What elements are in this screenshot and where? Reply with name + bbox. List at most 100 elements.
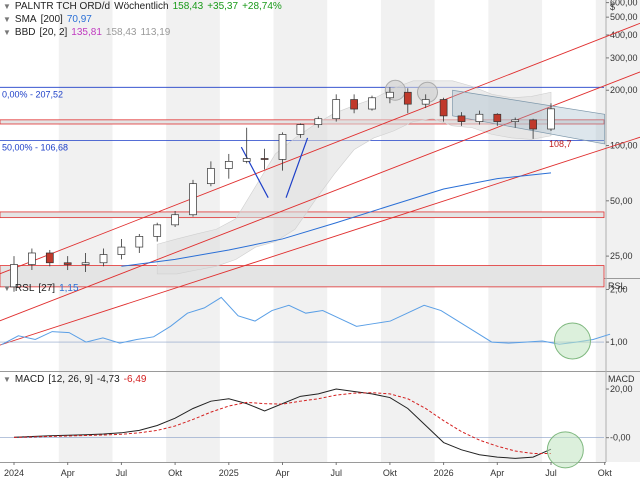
collapse-triangle-icon[interactable]: ▼	[3, 375, 11, 384]
bbd-header: ▼ BBD [20, 2] 135,81 158,43 113,19	[3, 27, 174, 39]
bollinger-band	[156, 80, 552, 275]
candle-body	[296, 124, 305, 135]
time-tick-label: Jul	[116, 468, 128, 478]
price-tick-label: 300,00	[610, 53, 638, 63]
support-label: 108,7	[549, 139, 572, 149]
collapse-triangle-icon[interactable]: ▼	[3, 15, 11, 24]
bbd-param: [20, 2]	[39, 27, 68, 38]
macd-line	[13, 388, 552, 459]
time-tick-label: Jul	[545, 468, 557, 478]
price-tick-label: 200,00	[610, 85, 638, 95]
time-tick-label: Okt	[598, 468, 613, 478]
trend-channel-line	[0, 71, 640, 322]
candle-body	[386, 91, 394, 99]
candle-body	[260, 158, 269, 160]
price-tick-label: 400,00	[610, 30, 638, 40]
candle-body	[81, 262, 90, 265]
rsl-highlight	[553, 322, 591, 360]
time-tick-label: Apr	[275, 468, 289, 478]
candle-body	[511, 119, 520, 122]
candle-body	[314, 118, 323, 125]
candle-body	[28, 252, 36, 265]
candle-body	[189, 183, 197, 216]
bbd-value-2: 158,43	[105, 27, 137, 38]
price-tick-label: 100,00	[610, 141, 638, 151]
rsl-tick-label: 2,00	[610, 285, 628, 295]
horizontal-zone	[0, 265, 605, 288]
instrument-name: PALNTR TCH ORD/d	[14, 1, 111, 12]
collapse-triangle-icon[interactable]: ▼	[3, 284, 11, 293]
trend-channel-line	[0, 22, 640, 275]
price-change-pct: +28,74%	[242, 1, 282, 12]
candle-body	[63, 262, 72, 265]
price-header: ▼ PALNTR TCH ORD/d Wöchentlich 158,43 +35,37…	[3, 1, 286, 13]
candle-body	[117, 246, 126, 255]
collapse-triangle-icon[interactable]: ▼	[3, 2, 11, 11]
rsl-label: RSL	[14, 283, 35, 294]
quarter-band	[58, 0, 113, 462]
candle-body	[207, 168, 215, 185]
quarter-band	[380, 0, 435, 462]
rsl-param: [27]	[38, 283, 56, 294]
price-tick-label: 600,00	[610, 0, 638, 8]
trend-channel-line	[0, 136, 640, 346]
time-tick-label: 2026	[434, 468, 454, 478]
quarter-band	[488, 0, 543, 462]
time-tick-label: Apr	[61, 468, 75, 478]
time-tick-label: Jul	[330, 468, 342, 478]
candle-body	[332, 99, 341, 120]
macd-highlight	[546, 431, 584, 469]
sma-label: SMA	[14, 14, 37, 25]
macd-label: MACD	[14, 374, 45, 385]
rsl-header: ▼ RSL [27] 1,15	[3, 283, 83, 295]
candle-body	[135, 236, 144, 248]
fib-top-label: 0,00% - 207,52	[2, 89, 63, 99]
collapse-triangle-icon[interactable]: ▼	[3, 28, 11, 37]
macd-value: -4,73	[96, 374, 120, 385]
price-tick-label: 50,00	[610, 196, 633, 206]
price-change: +35,37	[207, 1, 239, 12]
fib-mid-label: 50,00% - 106,68	[2, 142, 68, 152]
rsl-axis-title: RSL	[608, 281, 626, 291]
rsl-tick-label: 1,00	[610, 337, 628, 347]
candle-body	[242, 158, 251, 162]
time-tick-label: 2025	[219, 468, 239, 478]
candle-body	[99, 254, 108, 264]
pattern-line	[240, 146, 269, 198]
bbd-value-1: 135,81	[71, 27, 102, 38]
time-tick-label: 2024	[4, 468, 24, 478]
bbd-label: BBD	[14, 27, 36, 38]
time-tick-label: Okt	[383, 468, 398, 478]
candle-body	[368, 97, 376, 110]
price-tick-label: 25,00	[610, 251, 633, 261]
candle-body	[171, 214, 179, 226]
candle-body	[421, 99, 430, 105]
signal-value: -6,49	[123, 374, 147, 385]
rsl-line	[1, 296, 611, 346]
sma-value: 70,97	[66, 14, 92, 25]
candle-body	[475, 113, 484, 122]
quarter-band	[595, 0, 640, 462]
candle-body	[45, 252, 54, 264]
candle-body	[403, 91, 412, 105]
pattern-line	[285, 137, 309, 198]
candle-body	[278, 134, 287, 160]
candle-body	[439, 99, 448, 117]
horizontal-zone	[0, 119, 605, 125]
sma-param: [200]	[40, 14, 63, 25]
macd-axis-title: MACD	[608, 374, 635, 384]
candle-body	[457, 115, 466, 122]
descending-channel	[452, 89, 606, 145]
time-tick-label: Okt	[168, 468, 183, 478]
sma-200-line	[121, 172, 552, 267]
candle-body	[10, 264, 18, 288]
rsl-value: 1,15	[59, 283, 79, 294]
last-price: 158,43	[172, 1, 204, 12]
time-tick-label: Apr	[490, 468, 504, 478]
currency-symbol: $	[610, 2, 615, 12]
candle-body	[153, 224, 162, 237]
candle-body	[350, 99, 358, 110]
candle-body	[224, 161, 233, 169]
